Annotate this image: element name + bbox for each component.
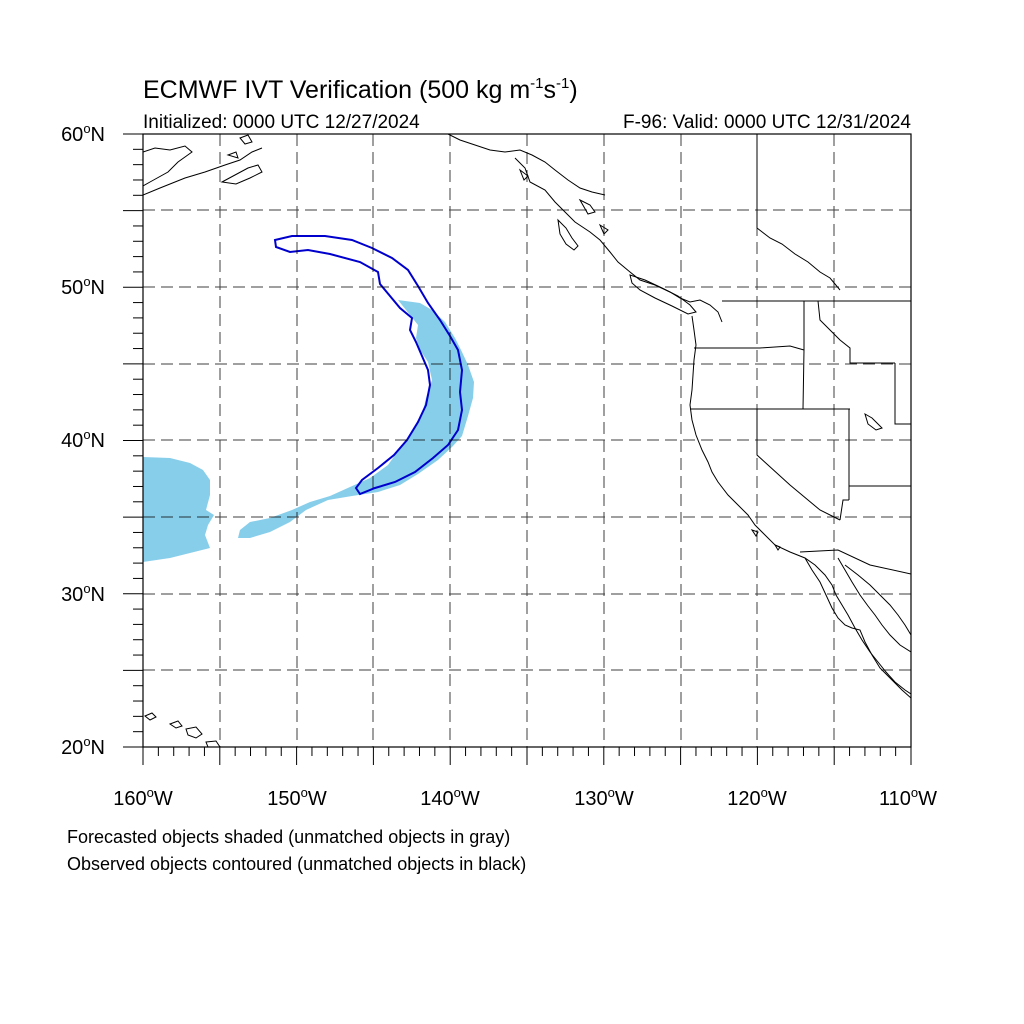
boundary-yukon-nwt bbox=[756, 227, 841, 291]
coast-se-alaska bbox=[514, 157, 723, 323]
lat-label-20: 20oN bbox=[61, 734, 105, 759]
coast-alaska-peninsula bbox=[143, 147, 263, 196]
lon-label-110w: 110oW bbox=[879, 785, 937, 810]
observed-legend-note: Observed objects contoured (unmatched ob… bbox=[67, 854, 526, 874]
boundary-ca-nv bbox=[756, 409, 841, 521]
forecast-object-arc bbox=[238, 300, 474, 538]
coast-baja bbox=[804, 557, 911, 699]
lat-label-30: 30oN bbox=[61, 581, 105, 606]
map-grid bbox=[143, 134, 911, 747]
coast-mexico-mainland bbox=[844, 564, 911, 636]
lon-label-130w: 130oW bbox=[574, 785, 634, 810]
longitude-labels: 160oW 150oW 140oW 130oW 120oW 110oW bbox=[113, 785, 937, 810]
forecast-objects bbox=[143, 300, 474, 562]
coast-bc-islands bbox=[518, 168, 609, 235]
boundary-wa-or bbox=[694, 345, 805, 351]
forecast-legend-note: Forecasted objects shaded (unmatched obj… bbox=[67, 827, 510, 847]
coast-hawaii-4 bbox=[205, 740, 221, 747]
coast-hawaii-3 bbox=[185, 726, 203, 739]
coast-alaska-west bbox=[143, 145, 193, 187]
lon-label-160w: 160oW bbox=[113, 785, 173, 810]
observed-object-contour bbox=[273, 235, 464, 496]
boundary-id-mt bbox=[817, 300, 895, 364]
coast-hawaii-2 bbox=[168, 720, 183, 729]
boundary-us-mexico bbox=[799, 549, 911, 575]
coast-vancouver-island bbox=[629, 274, 697, 315]
observed-objects bbox=[273, 235, 464, 496]
lat-label-50: 50oN bbox=[61, 274, 105, 299]
coast-great-salt-lake bbox=[864, 412, 883, 431]
coast-haida-gwaii bbox=[557, 218, 579, 251]
boundary-nv-az bbox=[839, 499, 849, 521]
lat-label-40: 40oN bbox=[61, 427, 105, 452]
axis-ticks bbox=[123, 133, 912, 765]
coast-gulf-alaska bbox=[447, 134, 606, 196]
lon-label-140w: 140oW bbox=[420, 785, 480, 810]
initialized-label: Initialized: 0000 UTC 12/27/2024 bbox=[143, 112, 420, 133]
latitude-labels: 60oN 50oN 40oN 30oN 20oN bbox=[61, 121, 105, 759]
valid-time-label: F-96: Valid: 0000 UTC 12/31/2024 bbox=[623, 112, 911, 133]
boundary-wy bbox=[894, 363, 911, 425]
coast-alaska-islands-small bbox=[226, 134, 253, 159]
lon-label-120w: 120oW bbox=[727, 785, 787, 810]
coast-channel-islands bbox=[750, 529, 781, 551]
lon-label-150w: 150oW bbox=[267, 785, 327, 810]
boundary-id-west bbox=[802, 301, 805, 410]
coast-hawaii-1 bbox=[144, 712, 157, 721]
coast-kodiak bbox=[220, 164, 263, 185]
lat-label-60: 60oN bbox=[61, 121, 105, 146]
map-title: ECMWF IVT Verification (500 kg m-1s-1) bbox=[143, 75, 578, 104]
forecast-object-west bbox=[143, 457, 214, 562]
coast-us-west bbox=[689, 315, 911, 695]
coast-gulf-california bbox=[837, 557, 911, 653]
